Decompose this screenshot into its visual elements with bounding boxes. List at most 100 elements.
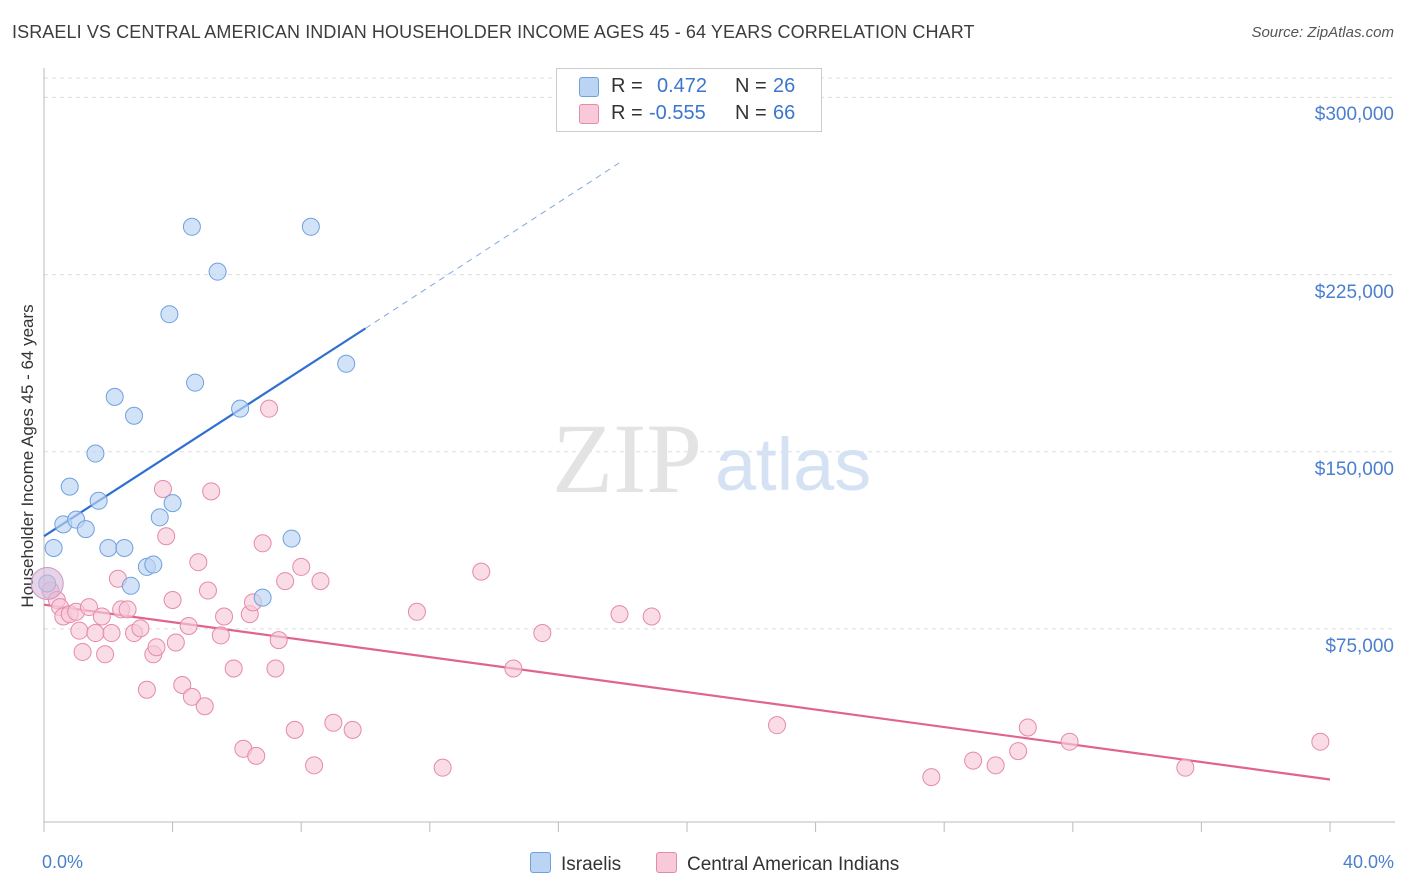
data-point-cai — [986, 756, 1005, 775]
data-point-cai — [407, 602, 426, 621]
data-point-israelis — [86, 444, 105, 463]
data-point-cai — [224, 659, 243, 678]
data-point-israelis — [253, 588, 272, 607]
x-tick-label-max: 40.0% — [1342, 852, 1394, 872]
data-point-cai — [285, 720, 304, 739]
watermark-atlas: atlas — [715, 423, 871, 506]
data-point-cai — [80, 598, 99, 617]
data-point-cai — [198, 581, 217, 600]
data-points — [30, 217, 1330, 787]
data-point-israelis — [44, 539, 63, 558]
data-point-cai — [260, 399, 279, 418]
data-point-israelis — [182, 217, 201, 236]
data-point-cai — [768, 716, 787, 735]
data-point-cai — [472, 562, 491, 581]
data-point-israelis — [231, 399, 250, 418]
y-tick-label: $75,000 — [1325, 635, 1394, 657]
data-point-cai — [211, 626, 230, 645]
data-point-cai — [1009, 742, 1028, 761]
chart-source: Source: ZipAtlas.com — [1251, 24, 1394, 41]
data-point-israelis — [60, 477, 79, 496]
data-point-israelis — [282, 529, 301, 548]
legend-n-label: N = — [735, 75, 767, 97]
data-point-israelis — [89, 491, 108, 510]
y-tick-label: $300,000 — [1314, 104, 1394, 126]
data-point-cai — [92, 607, 111, 626]
data-point-cai — [179, 616, 198, 635]
data-point-cai — [131, 619, 150, 638]
data-point-israelis — [160, 305, 179, 324]
data-point-israelis — [76, 520, 95, 539]
data-point-cai — [305, 756, 324, 775]
data-point-cai — [276, 572, 295, 591]
data-point-cai — [610, 605, 629, 624]
data-point-israelis — [208, 262, 227, 281]
data-point-cai — [433, 758, 452, 777]
trend-line-cai — [43, 603, 1331, 781]
bottom-legend-swatch-israelis — [530, 852, 551, 873]
bottom-legend-cai: Central American Indians — [656, 852, 899, 876]
data-point-cai — [157, 527, 176, 546]
data-point-cai — [266, 659, 285, 678]
data-point-cai — [189, 553, 208, 572]
legend-swatch-israelis — [579, 77, 599, 97]
data-point-cai — [166, 633, 185, 652]
data-point-cai — [102, 624, 121, 643]
data-point-cai — [1018, 718, 1037, 737]
data-point-cai — [195, 697, 214, 716]
trend-line-extension-israelis — [365, 160, 623, 329]
gridlines — [44, 77, 1395, 630]
chart-title: ISRAELI VS CENTRAL AMERICAN INDIAN HOUSE… — [12, 22, 975, 42]
data-point-israelis — [125, 406, 144, 425]
data-point-cai — [1311, 732, 1330, 751]
data-point-large — [30, 566, 64, 600]
data-point-cai — [137, 680, 156, 699]
data-point-cai — [533, 624, 552, 643]
data-point-cai — [253, 534, 272, 553]
data-point-cai — [202, 482, 221, 501]
data-point-cai — [118, 600, 137, 619]
data-point-cai — [1176, 758, 1195, 777]
data-point-cai — [247, 746, 266, 765]
data-point-israelis — [144, 555, 163, 574]
legend-r-value-israelis: 0.472 — [657, 75, 708, 97]
legend-swatch-cai — [579, 104, 599, 124]
correlation-legend: R = 0.472 N = 26 R = -0.555 N = 66 — [556, 68, 822, 132]
data-point-cai — [922, 768, 941, 787]
data-point-cai — [964, 751, 983, 770]
data-point-cai — [163, 590, 182, 609]
axes — [43, 68, 1395, 832]
legend-n-value-israelis: 26 — [773, 75, 796, 97]
legend-n-value-cai: 66 — [773, 102, 796, 124]
data-point-cai — [147, 638, 166, 657]
data-point-cai — [504, 659, 523, 678]
data-point-cai — [642, 607, 661, 626]
watermark-zip: ZIP — [552, 403, 702, 514]
x-tick-label-min: 0.0% — [42, 852, 84, 872]
legend-n-label: N = — [735, 102, 767, 124]
data-point-cai — [311, 572, 330, 591]
legend-r-value-cai: -0.555 — [649, 102, 706, 124]
data-point-israelis — [150, 508, 169, 527]
data-point-israelis — [121, 576, 140, 595]
data-point-cai — [173, 676, 192, 695]
data-point-israelis — [186, 373, 205, 392]
bottom-legend-label-cai: Central American Indians — [687, 854, 900, 875]
data-point-cai — [269, 631, 288, 650]
data-point-cai — [86, 624, 105, 643]
bottom-legend-swatch-cai — [656, 852, 677, 873]
data-point-israelis — [105, 387, 124, 406]
data-point-israelis — [115, 539, 134, 558]
data-point-cai — [73, 642, 92, 661]
data-point-cai — [292, 557, 311, 576]
legend-r-label: R = — [611, 75, 643, 97]
data-point-cai — [96, 645, 115, 664]
data-point-cai — [153, 479, 172, 498]
watermark: ZIP atlas — [552, 403, 871, 514]
data-point-israelis — [163, 494, 182, 513]
data-point-cai — [324, 713, 343, 732]
y-tick-label: $225,000 — [1314, 281, 1394, 303]
data-point-cai — [70, 621, 89, 640]
data-point-cai — [215, 607, 234, 626]
